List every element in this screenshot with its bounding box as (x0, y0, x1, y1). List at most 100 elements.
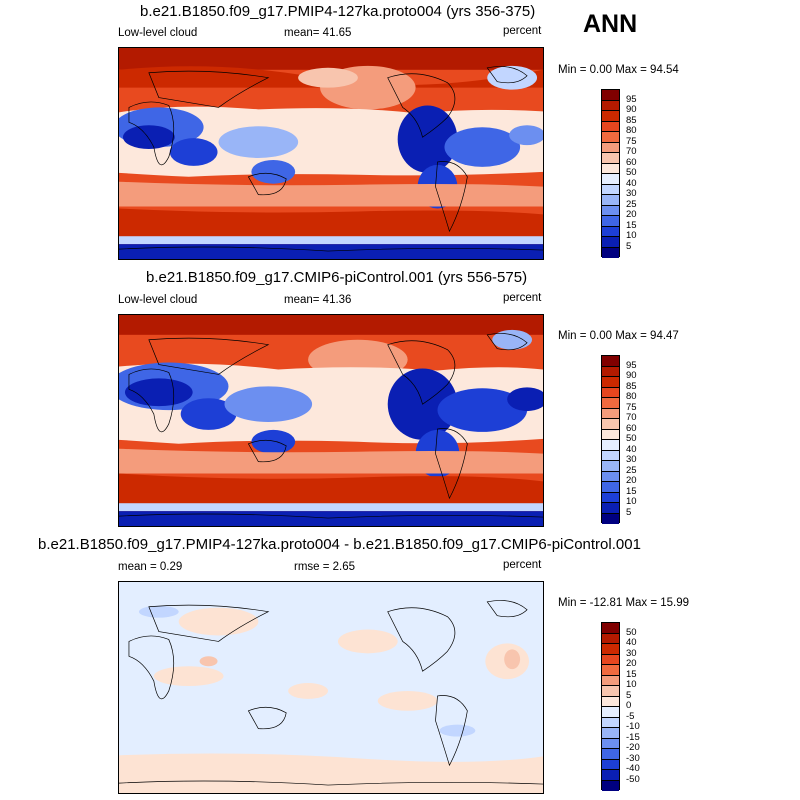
colorbar-tick-label: 50 (626, 433, 637, 444)
colorbar-segment (602, 205, 619, 216)
colorbar-segment (602, 226, 619, 237)
colorbar-tick-label: 15 (626, 485, 637, 497)
panel-title: b.e21.B1850.f09_g17.CMIP6-piControl.001 … (146, 269, 528, 286)
colorbar-1 (601, 89, 620, 258)
colorbar-segment (602, 142, 619, 153)
colorbar-tick-label: 25 (626, 464, 637, 476)
colorbar-segment (602, 513, 619, 524)
colorbar-segment (602, 387, 619, 398)
colorbar-segment (602, 471, 619, 482)
variable-label: Low-level cloud (118, 294, 198, 306)
colorbar-tick-label: 70 (626, 146, 637, 157)
colorbar-segment (602, 644, 619, 655)
units-label: percent (503, 25, 542, 37)
colorbar-segment (602, 377, 619, 388)
colorbar-segment (602, 429, 619, 440)
colorbar-tick-label: 95 (626, 359, 637, 371)
colorbar-segment (602, 184, 619, 195)
colorbar-tick-label: 20 (626, 209, 637, 220)
colorbar-segment (602, 356, 619, 367)
colorbar-tick-label: 75 (626, 401, 637, 413)
rmse-label: rmse = 2.65 (294, 561, 356, 573)
colorbar-tick-label: 80 (626, 391, 637, 402)
units-label: percent (503, 292, 542, 304)
colorbar-tick-label: -15 (626, 731, 640, 743)
colorbar-segment (602, 90, 619, 101)
colorbar-segment (602, 408, 619, 419)
mean-label: mean = 0.29 (118, 561, 183, 573)
colorbar-segment (602, 633, 619, 644)
minmax-label: Min = 0.00 Max = 94.47 (558, 330, 679, 342)
colorbar-tick-label: 20 (626, 658, 637, 669)
minmax-label: Min = 0.00 Max = 94.54 (558, 64, 679, 76)
colorbar-segment (602, 237, 619, 248)
panel-title: b.e21.B1850.f09_g17.PMIP4-127ka.proto004… (140, 3, 536, 20)
colorbar-tick-label: 50 (626, 167, 637, 178)
map-field (119, 582, 543, 793)
colorbar-tick-label: 40 (626, 637, 637, 648)
colorbar-tick-label: 15 (626, 219, 637, 231)
colorbar-tick-label: 70 (626, 412, 637, 423)
colorbar-tick-label: 20 (626, 475, 637, 486)
colorbar-segment (602, 450, 619, 461)
colorbar-segment (602, 132, 619, 143)
colorbar-tick-label: 30 (626, 647, 637, 659)
minmax-label: Min = -12.81 Max = 15.99 (558, 597, 690, 609)
colorbar-segment (602, 728, 619, 739)
colorbar-segment (602, 216, 619, 227)
colorbar-segment (602, 696, 619, 707)
colorbar-segment (602, 195, 619, 206)
colorbar-segment (602, 675, 619, 686)
colorbar-tick-label: -10 (626, 721, 640, 732)
colorbar-segment (602, 482, 619, 493)
mean-label: mean= 41.36 (284, 294, 352, 306)
units-label: percent (503, 559, 542, 571)
colorbar-tick-label: 90 (626, 370, 637, 381)
colorbar-tick-label: 5 (626, 240, 632, 252)
colorbar-tick-label: 5 (626, 689, 632, 701)
colorbar-tick-label: 50 (626, 626, 637, 638)
colorbar-segment (602, 121, 619, 132)
colorbar-segment (602, 398, 619, 409)
colorbar-segment (602, 707, 619, 718)
colorbar-segment (602, 440, 619, 451)
colorbar-segment (602, 492, 619, 503)
colorbar-segment (602, 686, 619, 697)
colorbar-tick-label: 10 (626, 496, 637, 507)
colorbar-segment (602, 623, 619, 634)
variable-label: Low-level cloud (118, 27, 198, 39)
map-plot (118, 314, 544, 527)
colorbar-tick-label: 30 (626, 188, 637, 199)
colorbar-tick-label: -50 (626, 773, 640, 785)
colorbar-tick-label: 85 (626, 114, 637, 126)
colorbar-tick-label: 40 (626, 443, 637, 455)
colorbar-tick-label: -30 (626, 752, 640, 764)
colorbar-tick-label: 25 (626, 198, 637, 210)
colorbar-segment (602, 366, 619, 377)
colorbar-tick-label: 60 (626, 156, 637, 168)
colorbar-2 (601, 355, 620, 524)
map-plot (118, 47, 544, 260)
colorbar-segment (602, 503, 619, 514)
colorbar-tick-label: 95 (626, 93, 637, 105)
colorbar-segment (602, 419, 619, 430)
map-plot (118, 581, 544, 794)
map-field (119, 315, 543, 526)
colorbar-segment (602, 749, 619, 760)
colorbar-tick-label: 85 (626, 380, 637, 392)
colorbar-segment (602, 717, 619, 728)
colorbar-segment (602, 461, 619, 472)
colorbar-segment (602, 770, 619, 781)
panel-title: b.e21.B1850.f09_g17.PMIP4-127ka.proto004… (38, 536, 641, 553)
season-label: ANN (583, 10, 638, 38)
colorbar-segment (602, 780, 619, 791)
colorbar-tick-label: 10 (626, 679, 637, 690)
colorbar-segment (602, 654, 619, 665)
colorbar-segment (602, 100, 619, 111)
colorbar-segment (602, 759, 619, 770)
colorbar-tick-label: -40 (626, 763, 640, 774)
colorbar-tick-label: 15 (626, 668, 637, 680)
colorbar-segment (602, 738, 619, 749)
colorbar-tick-label: 60 (626, 422, 637, 434)
colorbar-tick-label: 75 (626, 135, 637, 147)
